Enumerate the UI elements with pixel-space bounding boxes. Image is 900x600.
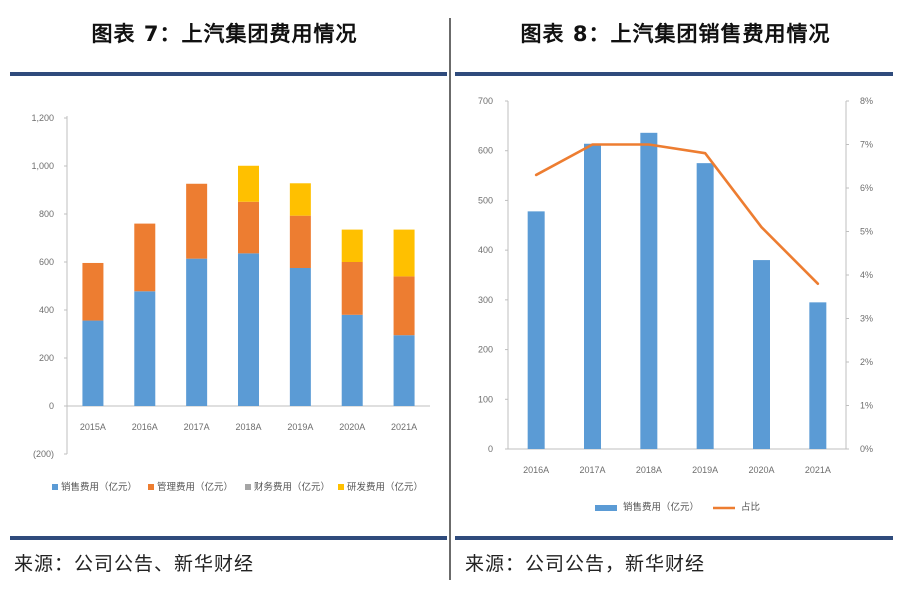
right-right-y-tick-label: 1%	[860, 401, 873, 411]
right-right-y-tick-label: 7%	[860, 140, 873, 150]
left-bar-rnd-segment	[341, 229, 363, 262]
left-legend-swatch	[338, 484, 344, 490]
right-left-y-tick-label: 300	[478, 295, 493, 305]
left-bar-sales-segment	[82, 320, 104, 406]
left-legend-swatch	[148, 484, 154, 490]
right-x-tick-label: 2021A	[805, 465, 831, 475]
right-line-share	[534, 143, 820, 286]
left-bar-sales-segment	[341, 314, 363, 406]
right-bar-sales	[640, 132, 658, 449]
right-right-y-tick-label: 2%	[860, 357, 873, 367]
left-bar-admin-segment	[134, 223, 156, 292]
left-bar-sales-segment	[393, 335, 415, 406]
right-left-y-tick-label: 100	[478, 394, 493, 404]
left-figure-panel: 图表 7：上汽集团费用情况 1,200 1,000 800 600 400 200 0 (20…	[0, 0, 449, 600]
left-y-tick-label: 1,000	[31, 161, 54, 171]
left-legend-swatch	[245, 484, 251, 490]
right-bar-sales	[527, 211, 545, 449]
right-bar-sales	[809, 302, 827, 449]
panel-divider	[449, 18, 451, 580]
left-bar-sales-segment	[134, 291, 156, 406]
left-x-tick-label: 2021A	[391, 422, 417, 432]
left-bar-rnd-segment	[393, 229, 415, 277]
right-left-y-tick-label: 600	[478, 146, 493, 156]
right-title-rule	[455, 72, 893, 76]
left-source-rule	[10, 536, 447, 540]
right-right-y-tick-label: 4%	[860, 270, 873, 280]
left-x-tick-label: 2015A	[80, 422, 106, 432]
left-figure-title: 图表 7：上汽集团费用情况	[91, 22, 358, 46]
left-y-tick-label: 600	[39, 257, 54, 267]
left-title-rule	[10, 72, 447, 76]
left-bar-admin-segment	[289, 215, 311, 268]
right-x-tick-label: 2018A	[636, 465, 662, 475]
right-right-y-tick-label: 6%	[860, 183, 873, 193]
right-source-note: 来源：公司公告，新华财经	[465, 553, 706, 575]
right-legend-bar-label: 销售费用（亿元）	[623, 501, 699, 513]
right-source-rule	[455, 536, 893, 540]
left-bar-admin-segment	[82, 262, 104, 321]
left-bar-sales-segment	[186, 258, 208, 406]
left-x-tick-label: 2020A	[339, 422, 365, 432]
right-x-tick-label: 2019A	[692, 465, 718, 475]
right-bar-sales	[584, 143, 601, 450]
right-legend-bar-swatch	[595, 505, 617, 511]
left-bar-sales-segment	[238, 253, 259, 406]
right-right-y-tick-label: 0%	[860, 444, 873, 454]
right-legend-line-label: 占比	[741, 501, 760, 513]
right-figure-title: 图表 8：上汽集团销售费用情况	[520, 22, 831, 46]
left-chart: 1,200 1,000 800 600 400 200 0 (200) 2015A 2016A 20…	[31, 113, 430, 493]
right-right-y-tick-label: 3%	[860, 314, 873, 324]
left-bar-admin-segment	[393, 276, 415, 336]
right-bar-sales	[696, 163, 714, 449]
right-left-y-tick-label: 500	[478, 195, 493, 205]
left-y-tick-label: 200	[39, 353, 54, 363]
right-left-y-tick-label: 400	[478, 245, 493, 255]
left-legend-swatch	[52, 484, 58, 490]
right-x-tick-label: 2016A	[523, 465, 549, 475]
left-bar-admin-segment	[341, 262, 363, 315]
left-bar-admin-segment	[186, 183, 208, 259]
left-bar-admin-segment	[238, 201, 259, 254]
right-x-tick-label: 2020A	[748, 465, 774, 475]
left-y-tick-label: 0	[49, 401, 54, 411]
left-x-tick-label: 2018A	[235, 422, 261, 432]
right-figure-panel: 图表 8：上汽集团销售费用情况 700 600 500 400 300 200 100 0 8%…	[451, 0, 900, 600]
left-y-tick-label: 800	[39, 209, 54, 219]
left-source-note: 来源：公司公告、新华财经	[14, 553, 255, 575]
left-bar-sales-segment	[289, 268, 311, 406]
right-right-y-tick-label: 8%	[860, 96, 873, 106]
left-y-tick-label: (200)	[33, 449, 54, 459]
right-x-tick-label: 2017A	[579, 465, 605, 475]
left-legend-label: 财务费用（亿元）	[254, 481, 330, 493]
left-x-tick-label: 2017A	[184, 422, 210, 432]
left-legend-label: 研发费用（亿元）	[347, 481, 423, 493]
left-x-tick-label: 2019A	[287, 422, 313, 432]
left-bar-rnd-segment	[289, 183, 311, 216]
right-left-y-tick-label: 700	[478, 96, 493, 106]
left-legend-label: 销售费用（亿元）	[61, 481, 137, 493]
right-bar-sales	[753, 260, 770, 449]
right-right-y-tick-label: 5%	[860, 227, 873, 237]
left-legend-label: 管理费用（亿元）	[157, 481, 233, 493]
left-y-tick-label: 400	[39, 305, 54, 315]
left-x-tick-label: 2016A	[132, 422, 158, 432]
left-y-tick-label: 1,200	[31, 113, 54, 123]
right-left-y-tick-label: 0	[488, 444, 493, 454]
right-chart: 700 600 500 400 300 200 100 0 8% 7% 6% 5% 4% 3% 2% 1% 0%…	[478, 96, 873, 513]
right-left-y-tick-label: 200	[478, 345, 493, 355]
left-bar-rnd-segment	[238, 165, 259, 202]
